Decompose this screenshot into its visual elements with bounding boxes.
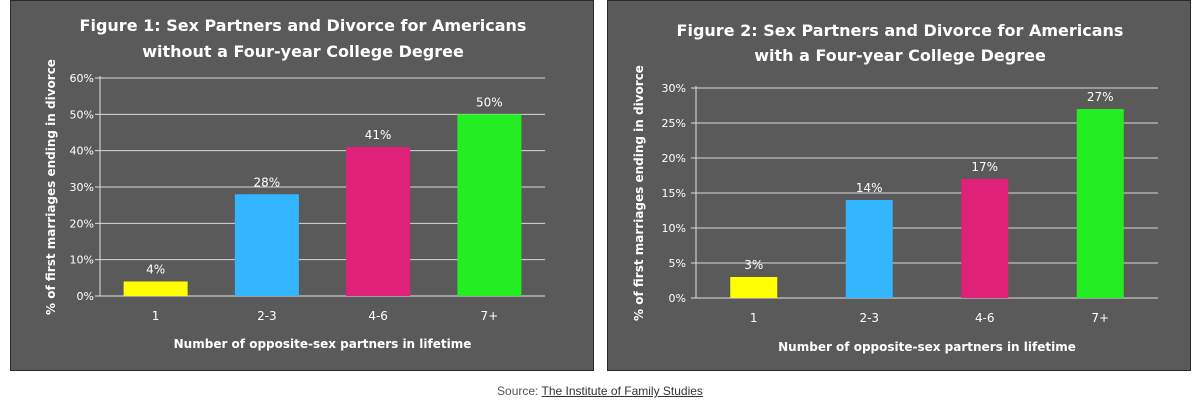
x-tick-label: 4-6 bbox=[368, 309, 388, 323]
chart-figure-2: Figure 2: Sex Partners and Divorce for A… bbox=[632, 21, 1158, 354]
bar bbox=[1076, 109, 1124, 298]
y-tick-label: 60% bbox=[70, 72, 94, 85]
y-tick-label: 30% bbox=[662, 82, 686, 95]
chart-subtitle: with a Four-year College Degree bbox=[754, 46, 1046, 65]
bar-value-label: 50% bbox=[476, 95, 503, 109]
source-caption: Source: The Institute of Family Studies bbox=[0, 384, 1200, 398]
bar-value-label: 14% bbox=[856, 181, 883, 195]
bar bbox=[845, 200, 893, 298]
chart-panel-figure-1: Figure 1: Sex Partners and Divorce for A… bbox=[10, 0, 594, 371]
x-tick-label: 4-6 bbox=[975, 311, 995, 325]
bar-value-label: 17% bbox=[971, 160, 998, 174]
bar bbox=[961, 179, 1009, 298]
x-tick-label: 2-3 bbox=[257, 309, 277, 323]
bar bbox=[123, 281, 188, 296]
chart-title: Figure 1: Sex Partners and Divorce for A… bbox=[80, 16, 527, 35]
source-link[interactable]: The Institute of Family Studies bbox=[541, 384, 703, 398]
y-tick-label: 5% bbox=[669, 257, 686, 270]
chart-figure-1: Figure 1: Sex Partners and Divorce for A… bbox=[44, 16, 545, 351]
chart-subtitle: without a Four-year College Degree bbox=[142, 42, 464, 61]
bar-value-label: 41% bbox=[365, 128, 392, 142]
y-tick-label: 0% bbox=[669, 292, 686, 305]
bar-value-label: 28% bbox=[254, 175, 281, 189]
bar bbox=[234, 194, 299, 296]
y-tick-label: 20% bbox=[662, 152, 686, 165]
x-axis-label: Number of opposite-sex partners in lifet… bbox=[778, 340, 1076, 354]
y-tick-label: 15% bbox=[662, 187, 686, 200]
y-axis-label: % of first marriages ending in divorce bbox=[632, 65, 646, 321]
bar-value-label: 3% bbox=[744, 258, 763, 272]
y-tick-label: 25% bbox=[662, 117, 686, 130]
x-tick-label: 1 bbox=[152, 309, 160, 323]
bar bbox=[730, 277, 778, 298]
y-axis-label: % of first marriages ending in divorce bbox=[44, 59, 58, 315]
bar bbox=[457, 114, 522, 296]
y-tick-label: 40% bbox=[70, 145, 94, 158]
source-prefix: Source: bbox=[497, 384, 542, 398]
x-tick-label: 1 bbox=[750, 311, 758, 325]
y-tick-label: 10% bbox=[70, 254, 94, 267]
chart-title: Figure 2: Sex Partners and Divorce for A… bbox=[677, 21, 1124, 40]
bar-value-label: 4% bbox=[146, 262, 165, 276]
y-tick-label: 0% bbox=[77, 290, 94, 303]
x-tick-label: 7+ bbox=[1091, 311, 1109, 325]
y-tick-label: 20% bbox=[70, 217, 94, 230]
y-tick-label: 50% bbox=[70, 108, 94, 121]
y-tick-label: 30% bbox=[70, 181, 94, 194]
bar bbox=[346, 147, 411, 296]
x-tick-label: 2-3 bbox=[859, 311, 879, 325]
x-axis-label: Number of opposite-sex partners in lifet… bbox=[174, 337, 472, 351]
chart-panel-figure-2: Figure 2: Sex Partners and Divorce for A… bbox=[607, 0, 1191, 371]
bar-value-label: 27% bbox=[1087, 90, 1114, 104]
x-tick-label: 7+ bbox=[481, 309, 499, 323]
y-tick-label: 10% bbox=[662, 222, 686, 235]
